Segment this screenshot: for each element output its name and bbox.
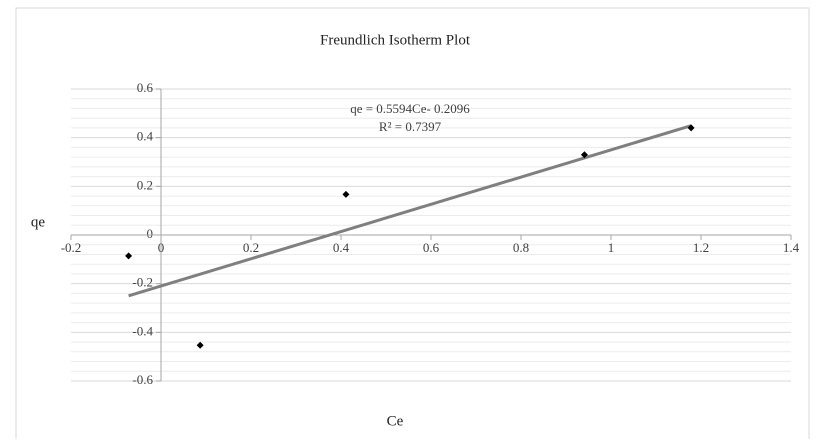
y-tick-label: 0 [147,226,154,241]
x-tick-label: 0.2 [243,240,259,255]
x-tick-label: 0.8 [513,240,529,255]
y-tick-label: 0.4 [137,129,154,144]
trendline-r-squared: R² = 0.7397 [379,119,442,134]
x-tick-label: 1.4 [783,240,800,255]
y-tick-label: -0.2 [132,275,153,290]
x-tick-label: 1.2 [693,240,709,255]
x-tick-label: 0 [158,240,165,255]
y-tick-label: -0.4 [132,323,153,338]
y-tick-label: 0.2 [137,177,153,192]
x-tick-label: 0.6 [423,240,440,255]
trendline [128,124,692,298]
y-tick-label: 0.6 [137,80,154,95]
y-axis-title: qe [31,214,46,230]
point [196,341,204,349]
chart-title: Freundlich Isotherm Plot [320,32,471,48]
x-axis-title: Ce [387,413,404,429]
point [342,190,350,198]
x-tick-label: -0.2 [61,240,82,255]
point [580,151,588,159]
point [125,252,133,260]
trendline-equation: qe = 0.5594Ce- 0.2096 [350,101,470,116]
x-tick-label: 0.4 [333,240,350,255]
point [687,124,695,132]
x-tick-label: 1 [608,240,615,255]
y-tick-label: -0.6 [132,372,153,387]
